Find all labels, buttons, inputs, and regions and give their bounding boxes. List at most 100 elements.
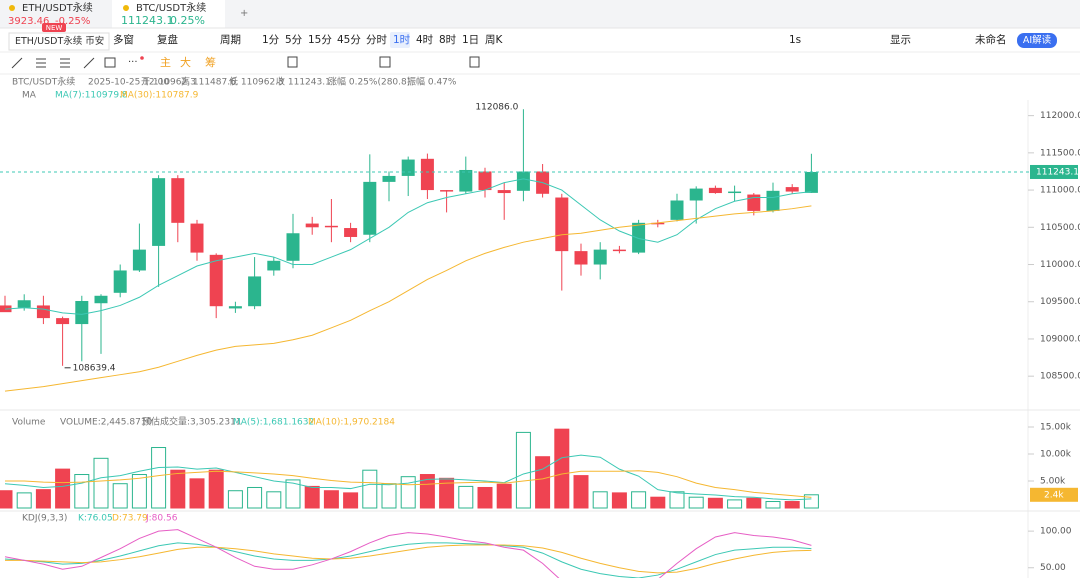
tool-text[interactable]: 大 (180, 55, 191, 69)
volume-bar (208, 469, 224, 509)
candle-body (324, 225, 338, 228)
volume-bar (784, 501, 800, 509)
kdj-line (4, 529, 812, 578)
interval-button[interactable]: 4时 (416, 34, 434, 46)
candle-body (401, 159, 415, 176)
kdj-label: J:80.56 (145, 514, 178, 524)
y-tick-label: 10.00k (1040, 450, 1072, 460)
dot (140, 56, 144, 60)
volume-bar (151, 447, 167, 509)
y-tick-label: 100.00 (1040, 527, 1072, 537)
candle-body (612, 249, 626, 252)
last-price-tag (1030, 164, 1078, 179)
candle-body (286, 233, 300, 261)
tool-icon[interactable] (104, 57, 116, 68)
candle-body (708, 187, 722, 194)
tooltip-text: ETH/USDT永续 币安 (15, 35, 104, 47)
volume-bar (669, 491, 685, 509)
interval-button[interactable]: 分时 (366, 34, 387, 46)
volume-bar (496, 483, 512, 509)
tool-text[interactable]: 主 (160, 56, 171, 69)
tab-name[interactable]: ETH/USDT永续 (22, 1, 93, 14)
add-tab[interactable]: + (240, 8, 248, 19)
interval-button[interactable]: 1日 (462, 34, 479, 46)
volume-bar (93, 457, 109, 509)
ma-title: MA (22, 91, 37, 101)
interval-button[interactable]: 5分 (285, 34, 303, 46)
y-tick-label: 111500.0 (1040, 148, 1080, 158)
tooltip (8, 32, 110, 51)
candle-body (248, 276, 262, 307)
candle-body (344, 228, 358, 237)
volume-label: VOLUME:2,445.8710 (60, 418, 153, 428)
toolbar-button[interactable]: 复盘 (157, 33, 178, 46)
ohlc-info: 涨幅 0.25%(280.8) (328, 76, 410, 88)
ohlc-info: 收 111243.1 (276, 76, 331, 88)
volume-bar (362, 469, 378, 509)
volume-bar (285, 479, 301, 509)
low-annotation: 108639.4 (73, 363, 116, 373)
ma-line (4, 205, 812, 392)
volume-bar (189, 478, 205, 509)
volume-bar (266, 491, 282, 509)
volume-bar (707, 497, 723, 509)
candle-body (36, 305, 50, 319)
volume-tag-label: 2.4k (1044, 490, 1064, 500)
interval-button[interactable]: 8时 (439, 34, 457, 46)
y-tick-label: 109500.0 (1040, 297, 1080, 307)
interval-button[interactable]: 1时 (393, 34, 411, 46)
candle-body (190, 223, 204, 253)
toolbar-button[interactable]: 1s (789, 34, 801, 46)
volume-bar (323, 490, 339, 509)
ma-label: MA(30):110787.9 (120, 91, 199, 101)
tool-icon[interactable] (379, 56, 391, 68)
tool-icon[interactable] (83, 57, 95, 69)
interval-button[interactable]: 15分 (308, 34, 332, 46)
ai-button[interactable] (1017, 33, 1057, 48)
toolbar-button[interactable]: 周期 (220, 34, 241, 46)
tool-icon[interactable] (11, 57, 23, 69)
candle-body (478, 171, 492, 191)
ma-label: MA(7):110979.8 (55, 91, 128, 101)
interval-button[interactable]: 1分 (262, 34, 280, 46)
toolbar-button[interactable]: 未命名 (975, 33, 1007, 46)
interval-button[interactable]: 45分 (337, 34, 361, 46)
candle-body (574, 251, 588, 265)
y-tick-label: 5.00k (1040, 477, 1066, 487)
y-tick-label: 111000.0 (1040, 186, 1080, 196)
active-interval[interactable] (390, 32, 410, 48)
tool-icon[interactable] (287, 56, 298, 68)
candle-body (228, 306, 242, 309)
candle-body (363, 181, 377, 235)
candle-body (17, 300, 31, 308)
volume-ma-line (5, 470, 812, 498)
volume-bar (0, 490, 13, 509)
y-tick-label: 50.00 (1040, 563, 1066, 573)
candle-body (516, 171, 530, 191)
candle-body (728, 191, 742, 194)
tool-icon[interactable] (469, 56, 480, 68)
candle-body (382, 175, 396, 182)
kdj-line (4, 542, 812, 578)
badge-text: NEW (46, 24, 63, 32)
candle-body (593, 249, 607, 265)
volume-bar (112, 483, 128, 509)
candle-body (670, 200, 684, 220)
volume-bar (16, 492, 32, 509)
tool-more[interactable]: ··· (128, 57, 138, 68)
interval-button[interactable]: 周K (485, 34, 503, 46)
drawing-tools (11, 56, 480, 69)
tab-name[interactable]: BTC/USDT永续 (136, 1, 206, 14)
active-tab[interactable] (112, 0, 225, 28)
y-tick-label: 110500.0 (1040, 223, 1080, 233)
toolbar-button[interactable]: 多窗 (113, 33, 134, 46)
candle-body (785, 187, 799, 192)
toolbar-button[interactable]: 显示 (890, 34, 911, 46)
tool-text[interactable]: 筹 (205, 55, 216, 69)
volume-bar (515, 431, 531, 509)
candle-body (497, 190, 511, 194)
y-tick-label: 109000.0 (1040, 334, 1080, 344)
ai-button-text[interactable]: AI解读 (1023, 34, 1052, 46)
volume-bar (74, 474, 90, 509)
